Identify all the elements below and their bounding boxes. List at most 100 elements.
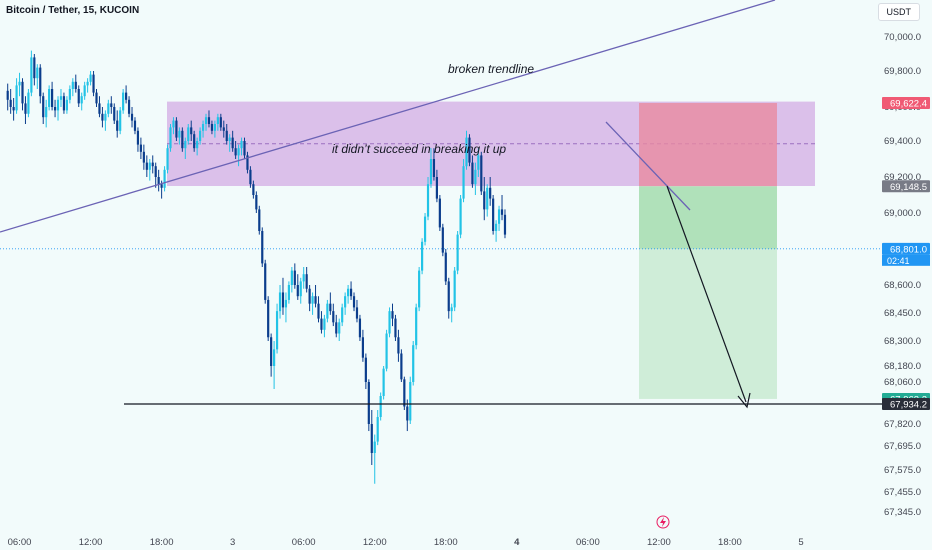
candle-body [426,184,430,217]
candle-body [80,96,83,104]
candle-body [302,274,305,282]
candle-body [459,198,462,235]
candle-body [6,90,9,100]
candle-body [305,274,308,289]
x-tick-label: 12:00 [79,537,103,548]
candle-body [296,285,299,297]
candle-body [320,318,323,330]
candle-body [406,406,409,421]
candle-body [228,137,231,141]
candle-body [51,89,54,107]
x-tick-label: 12:00 [363,537,387,548]
candle-body [30,57,33,93]
candle-body [116,120,119,131]
candle-body [59,96,63,100]
candle-body [15,85,18,111]
candle-body [204,117,208,124]
candle-body [400,353,403,380]
countdown-tag [882,254,930,266]
candle-body [338,322,341,334]
candle-body [492,198,495,231]
candle-body [12,107,15,111]
candle-body [98,103,101,114]
candle-body [299,281,302,297]
candle-body [281,292,285,308]
candle-body [231,137,234,149]
y-tick-label: 68,450.0 [884,308,921,319]
candle-body [163,169,166,188]
candle-body [453,270,456,308]
candle-body [290,270,293,285]
x-tick-label: 4 [514,537,520,548]
price-tag-label: 67,934.2 [890,400,927,411]
broken-trendline [0,0,776,233]
candle-body [21,81,24,104]
candle-body [273,349,276,366]
candle-body [349,288,353,297]
candle-body [474,169,477,185]
candle-body [267,299,270,338]
candle-body [444,252,447,282]
descending-trendline [605,121,691,211]
candle-body [65,99,68,111]
candle-body [255,195,258,210]
candle-body [317,303,320,319]
x-tick-label: 06:00 [292,537,316,548]
candle-body [139,144,142,152]
annotation-resistance: it didn’t succeed in breaking it up [332,142,506,156]
candle-body [432,159,436,177]
candle-body [364,357,367,382]
candle-body [456,234,459,271]
annotation-broken-trendline: broken trendline [448,62,534,76]
candle-body [429,159,433,185]
candle-body [83,85,86,97]
candle-body [201,124,205,131]
candle-body [480,155,483,192]
zones-layer [0,101,885,399]
candle-body [450,307,453,312]
candle-body [376,417,379,442]
candle-body [213,124,216,131]
candle-body [86,81,89,86]
candle-body [222,127,225,131]
candle-body [122,92,125,111]
candle-body [415,307,418,346]
candles-layer [6,50,507,484]
y-tick-label: 69,800.0 [884,66,921,77]
candle-body [465,137,468,167]
currency-button[interactable]: USDT [877,3,920,21]
candle-body [489,187,492,199]
x-tick-label: 18:00 [718,537,742,548]
candle-body [370,424,373,453]
candle-body [308,288,311,304]
candle-body [101,113,104,121]
y-tick-label: 69,400.0 [884,136,921,147]
candle-body [39,67,42,97]
candle-body [71,81,74,89]
candle-body [196,141,199,149]
y-tick-label: 67,820.0 [884,419,921,430]
candle-body [335,322,338,334]
candle-body [261,231,264,264]
candle-body [258,209,261,231]
candle-body [284,299,288,308]
candle-body [329,303,332,312]
candle-body [154,166,157,177]
price-tag [882,398,930,411]
candle-body [130,113,134,121]
candle-body [175,120,178,138]
lightning-icon [656,515,670,529]
candle-body [136,130,140,145]
candle-body [403,379,406,407]
candle-body [110,103,113,107]
candle-body [181,130,184,149]
candle-body [119,110,122,131]
candle-body [373,441,376,453]
candle-body [148,162,151,170]
price-tag-label: 69,622.4 [890,98,927,109]
candle-body [95,92,98,104]
candle-body [341,307,344,323]
axis-layer: 70,000.069,800.069,600.069,400.069,200.0… [8,32,930,548]
drawings-layer: broken trendline it didn’t succeed in bre… [0,0,885,409]
